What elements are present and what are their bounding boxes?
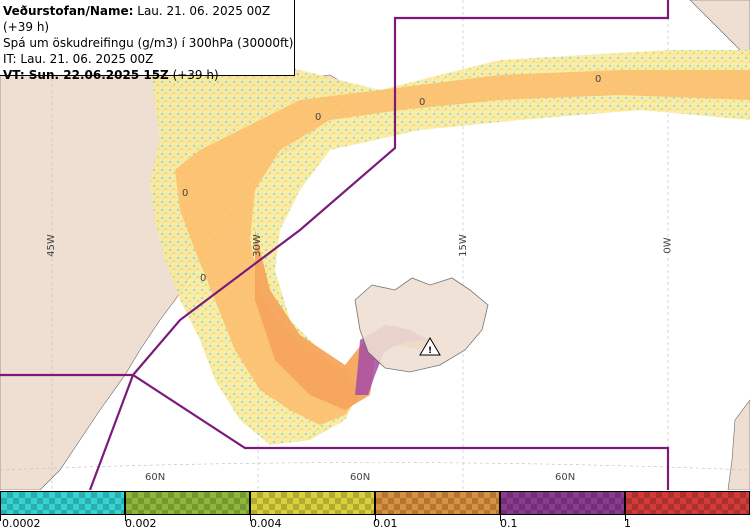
fir-boundary [0, 0, 670, 490]
contour-label: 0 [182, 188, 189, 199]
legend-tick [125, 515, 126, 521]
volcano-warning-icon: ! [419, 337, 441, 356]
ash-plume-core [255, 230, 430, 410]
norway-landmass [727, 399, 750, 490]
longitude-label-0w: 0W [662, 237, 674, 254]
iceland-landmass [354, 277, 489, 373]
contour-label: 0 [315, 112, 322, 123]
issuer-line: Veðurstofan/Name: Lau. 21. 06. 2025 00Z … [3, 4, 271, 34]
longitude-label-30w: 30W [251, 234, 263, 257]
legend-swatch-bin1 [0, 491, 125, 515]
concentration-legend: 0.0002 0.002 0.004 0.01 0.1 1 [0, 490, 750, 532]
legend-tick-label: 0.1 [500, 517, 518, 530]
legend-tick [0, 515, 1, 521]
legend-swatch-bin5 [500, 491, 625, 515]
legend-tick-label: 1 [624, 517, 631, 530]
latitude-label-60n: 60N [350, 472, 371, 483]
product-line: Spá um öskudreifingu (g/m3) í 300hPa (30… [3, 36, 294, 50]
svg-text:!: ! [428, 346, 432, 356]
legend-tick-label: 0.0002 [2, 517, 41, 530]
ash-dispersion-map: ! [0, 0, 750, 490]
longitude-label-45w: 45W [45, 234, 57, 257]
legend-tick [250, 515, 251, 521]
legend-tick-label: 0.004 [250, 517, 282, 530]
forecast-info-box: Veðurstofan/Name: Lau. 21. 06. 2025 00Z … [0, 0, 295, 82]
contour-label: 0 [200, 273, 207, 284]
legend-swatch-bin2 [125, 491, 250, 515]
issue-time-line: IT: Lau. 21. 06. 2025 00Z [3, 52, 154, 66]
legend-tick [625, 515, 626, 521]
legend-tick-label: 0.01 [373, 517, 398, 530]
contour-label: 0 [419, 97, 426, 108]
longitude-label-15w: 15W [457, 234, 469, 257]
valid-time-line: VT: Sun. 22.06.2025 15Z (+39 h) [3, 68, 219, 82]
legend-tick [375, 515, 376, 521]
legend-swatch-bin4 [375, 491, 500, 515]
legend-swatch-bin3 [250, 491, 375, 515]
latitude-label-60n: 60N [555, 472, 576, 483]
legend-swatch-bin6 [625, 491, 750, 515]
legend-tick [500, 515, 501, 521]
contour-label: 0 [595, 74, 602, 85]
legend-tick-label: 0.002 [125, 517, 157, 530]
latitude-label-60n: 60N [145, 472, 166, 483]
